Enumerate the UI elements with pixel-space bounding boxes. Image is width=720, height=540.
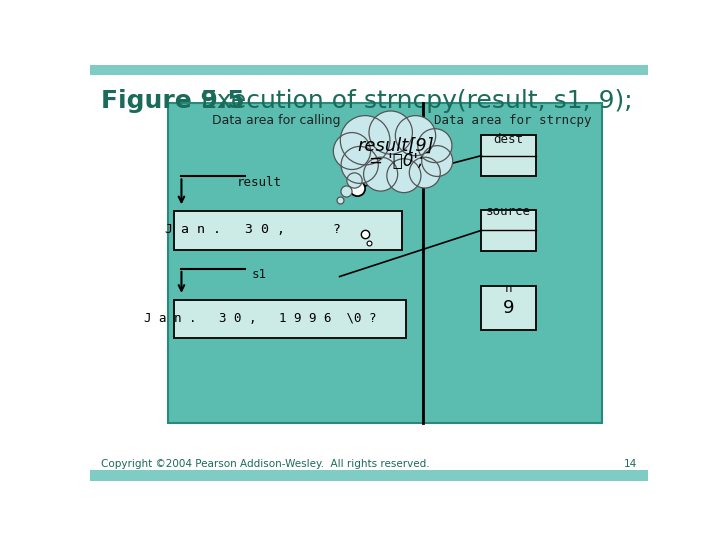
Text: J a n .   3 0 ,      ?: J a n . 3 0 , ?: [165, 223, 341, 236]
Text: dest: dest: [493, 132, 523, 146]
Polygon shape: [357, 130, 441, 168]
Circle shape: [418, 129, 452, 163]
FancyBboxPatch shape: [90, 65, 648, 75]
Circle shape: [395, 116, 436, 156]
Text: Execution of strncpy(result, s1, 9);: Execution of strncpy(result, s1, 9);: [184, 90, 632, 113]
Text: Figure 9.5: Figure 9.5: [101, 90, 245, 113]
Text: Copyright ©2004 Pearson Addison-Wesley.  All rights reserved.: Copyright ©2004 Pearson Addison-Wesley. …: [101, 458, 429, 469]
Text: 14: 14: [624, 458, 637, 469]
Text: Data area for calling: Data area for calling: [212, 114, 341, 127]
Text: s1: s1: [251, 268, 266, 281]
Circle shape: [422, 146, 453, 177]
Text: 9: 9: [503, 299, 514, 317]
Text: = '0';: = '0';: [369, 152, 423, 170]
Circle shape: [341, 146, 378, 184]
Text: result: result: [236, 176, 282, 188]
FancyBboxPatch shape: [482, 286, 536, 330]
FancyBboxPatch shape: [482, 210, 536, 251]
Text: J a n .   3 0 ,   1 9 9 6  \0 ?: J a n . 3 0 , 1 9 9 6 \0 ?: [144, 312, 377, 325]
Circle shape: [409, 157, 441, 188]
Text: source: source: [486, 205, 531, 218]
Text: Data area for strncpy: Data area for strncpy: [433, 114, 591, 127]
FancyBboxPatch shape: [174, 211, 402, 249]
FancyBboxPatch shape: [174, 300, 406, 338]
FancyBboxPatch shape: [90, 470, 648, 481]
Circle shape: [333, 132, 371, 170]
FancyBboxPatch shape: [482, 135, 536, 177]
Text: n: n: [505, 282, 512, 295]
Circle shape: [341, 116, 390, 165]
Circle shape: [387, 159, 421, 193]
FancyBboxPatch shape: [423, 103, 601, 423]
Circle shape: [364, 157, 397, 191]
Circle shape: [369, 111, 413, 154]
FancyBboxPatch shape: [168, 103, 423, 423]
Text: result[9]: result[9]: [358, 137, 434, 154]
